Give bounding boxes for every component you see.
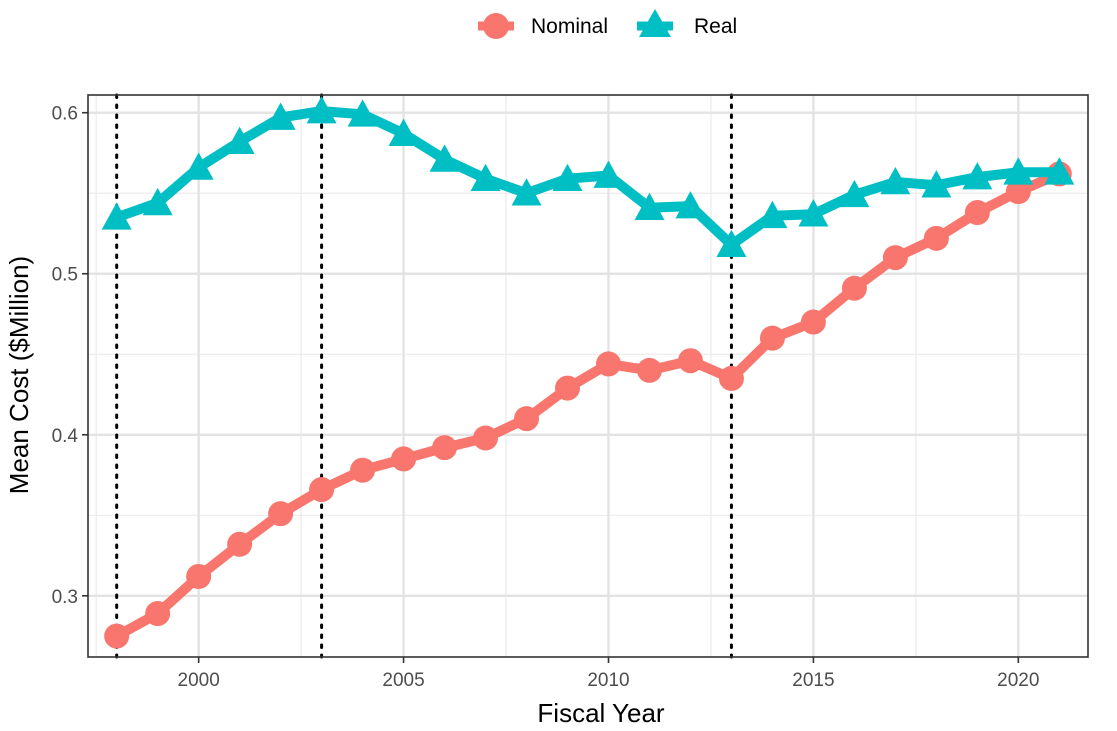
data-point-nominal	[432, 435, 458, 461]
data-point-real	[388, 118, 419, 146]
data-point-nominal	[1005, 179, 1031, 205]
data-point-real	[265, 102, 296, 130]
y-tick-label: 0.5	[52, 265, 78, 286]
data-point-real	[306, 96, 337, 124]
data-point-real	[1003, 157, 1034, 185]
data-point-nominal	[186, 563, 212, 589]
y-tick-label: 0.4	[52, 426, 79, 447]
legend-label-real: Real	[694, 15, 737, 38]
data-point-real	[552, 163, 583, 192]
data-point-nominal	[514, 406, 540, 432]
y-tick-label: 0.6	[52, 104, 78, 125]
data-point-real	[634, 192, 665, 221]
data-point-real	[142, 187, 173, 216]
x-tick-label: 2000	[178, 670, 220, 691]
x-axis-title: Fiscal Year	[537, 698, 665, 728]
data-point-nominal	[759, 325, 785, 351]
legend-key-marker-nominal	[483, 13, 509, 39]
data-point-nominal	[923, 225, 949, 251]
data-point-real	[183, 152, 214, 180]
axes: 2000 2005 2010 2015 2020 0.3 0.4 0.5 0.6	[52, 94, 1089, 691]
data-point-nominal	[800, 309, 826, 335]
data-point-real	[101, 202, 132, 230]
x-tick-label: 2010	[587, 670, 629, 691]
data-point-real	[880, 166, 911, 195]
data-point-nominal	[309, 477, 335, 503]
data-point-real	[675, 191, 706, 219]
data-point-real	[470, 163, 501, 192]
y-tick-label: 0.3	[52, 587, 78, 608]
data-point-real	[921, 170, 952, 198]
series-layer	[101, 96, 1075, 649]
data-point-nominal	[677, 348, 703, 374]
data-point-real	[716, 229, 747, 258]
data-point-nominal	[841, 275, 867, 301]
data-point-nominal	[268, 501, 294, 527]
data-point-real	[429, 144, 460, 172]
data-point-real	[962, 162, 993, 190]
data-point-real	[511, 178, 542, 206]
data-point-real	[798, 199, 829, 227]
data-point-real	[757, 200, 788, 229]
legend-item-real: Real	[637, 9, 737, 38]
data-point-nominal	[964, 200, 990, 226]
legend: Nominal Real	[478, 9, 737, 39]
x-tick-label: 2015	[792, 670, 834, 691]
data-point-real	[839, 179, 870, 208]
x-tick-label: 2020	[997, 670, 1039, 691]
data-point-real	[1044, 157, 1075, 185]
panel-border	[87, 94, 1089, 658]
data-point-nominal	[104, 623, 130, 649]
data-point-real	[347, 99, 378, 127]
data-point-nominal	[227, 531, 253, 557]
data-point-nominal	[718, 365, 744, 391]
legend-item-nominal: Nominal	[478, 13, 608, 39]
data-point-nominal	[391, 446, 417, 472]
data-point-nominal	[350, 457, 376, 483]
y-axis-title: Mean Cost ($Million)	[4, 256, 34, 494]
data-point-real	[224, 126, 255, 154]
legend-label-nominal: Nominal	[531, 15, 608, 38]
data-point-real	[593, 160, 624, 188]
data-point-nominal	[555, 375, 581, 401]
x-tick-label: 2005	[382, 670, 424, 691]
data-point-nominal	[595, 351, 621, 377]
data-point-nominal	[473, 425, 499, 451]
data-point-nominal	[636, 357, 662, 383]
data-point-nominal	[145, 601, 171, 627]
legend-key-marker-real	[639, 9, 671, 37]
data-point-nominal	[882, 245, 908, 271]
